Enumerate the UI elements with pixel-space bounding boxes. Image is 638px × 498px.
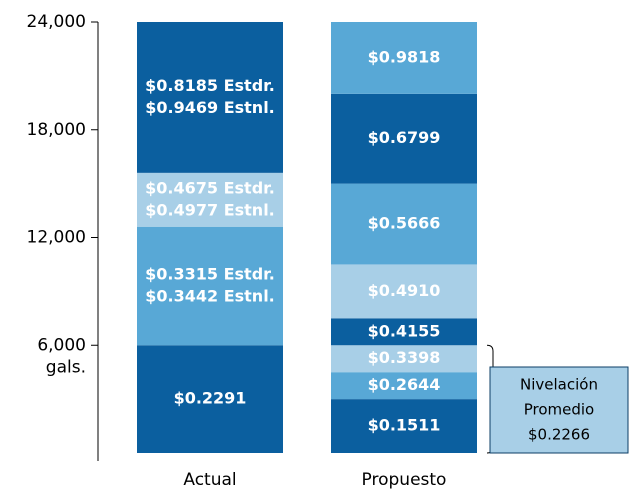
segment-label: $0.2291 [174, 389, 247, 408]
bar-segment [331, 264, 477, 319]
segment-label: $0.4910 [368, 281, 441, 300]
annotation-text: $0.2266 [528, 426, 590, 444]
bar-segment [137, 226, 283, 346]
segment-label: $0.8185 Estdr. [145, 76, 275, 95]
segment-label: $0.5666 [368, 214, 441, 233]
annotation-text: Nivelación [520, 376, 598, 394]
segment-label: $0.1511 [368, 416, 441, 435]
annotation-text: Promedio [524, 401, 595, 419]
bar-segment [331, 399, 477, 453]
y-tick-label: 6,000 [37, 335, 86, 355]
segment-label: $0.3442 Estnl. [145, 286, 275, 305]
y-unit: gals. [46, 357, 86, 377]
segment-label: $0.6799 [368, 128, 441, 147]
y-tick-label: 12,000 [27, 228, 86, 248]
segment-label: $0.4977 Estnl. [145, 200, 275, 219]
bar-segment [331, 345, 477, 373]
bar-segment [137, 22, 283, 173]
y-tick-label: 24,000 [27, 12, 86, 32]
segment-label: $0.9818 [368, 47, 441, 66]
segment-label: $0.4155 [368, 321, 441, 340]
segment-label: $0.9469 Estnl. [145, 98, 275, 117]
bar-segment [331, 372, 477, 400]
bar-segment [137, 172, 283, 227]
segment-label: $0.4675 Estdr. [145, 178, 275, 197]
y-tick-label: 18,000 [27, 120, 86, 140]
segment-label: $0.3398 [368, 348, 441, 367]
bar-segment [331, 318, 477, 346]
segment-label: $0.2644 [368, 375, 441, 394]
bar-segment [331, 93, 477, 184]
segment-label: $0.3315 Estdr. [145, 264, 275, 283]
x-tick-label: Propuesto [362, 470, 447, 490]
x-tick-label: Actual [183, 470, 236, 490]
bar-segment [331, 22, 477, 94]
annotation-box [489, 366, 629, 454]
bar-segment [331, 183, 477, 265]
bar-segment [137, 345, 283, 453]
